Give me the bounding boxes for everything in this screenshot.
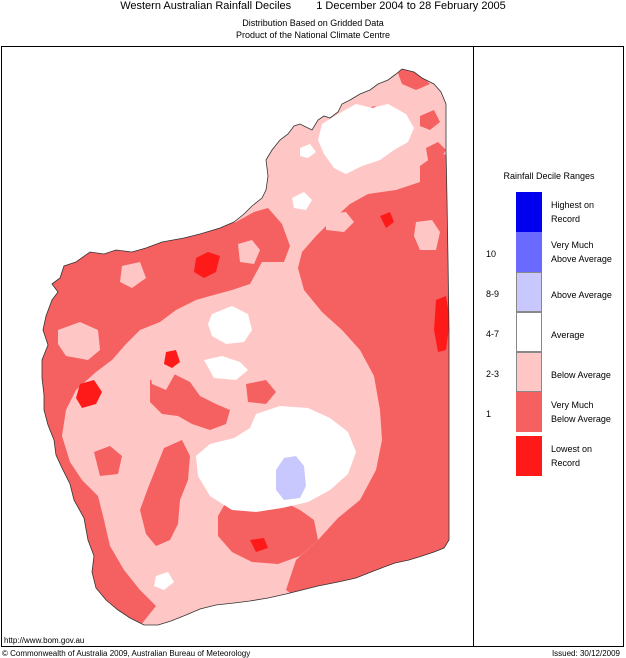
region-average-small-2 [204, 356, 248, 380]
region-below-island-3 [238, 240, 260, 264]
region-below-island-2 [148, 336, 180, 390]
footer-url: http://www.bom.gov.au [4, 636, 85, 645]
legend-range-4-7: 4-7 [486, 329, 500, 339]
legend-range-10: 10 [486, 249, 497, 259]
region-very-much-below-south-central [140, 440, 190, 546]
map-frame [1, 46, 624, 647]
legend-label-below-average: Below Average [551, 370, 611, 380]
region-lowest-record-6 [250, 538, 268, 552]
legend-label-very-much-above: Very Much Above Average [551, 240, 612, 264]
legend-swatch-average [516, 312, 542, 352]
region-below-island-4 [120, 262, 146, 288]
region-below-island-6 [326, 212, 354, 232]
legend-swatch-lowest-on-record [516, 436, 542, 476]
region-below-island-5 [414, 220, 440, 250]
region-very-much-below-north [396, 69, 430, 90]
legend-range-8-9: 8-9 [486, 289, 500, 299]
map-title-line: Western Australian Rainfall Deciles 1 De… [0, 0, 626, 13]
legend-label-lowest-on-record: Lowest on Record [551, 444, 593, 468]
region-below-island-1 [58, 322, 100, 360]
region-very-much-below-kimberley-east [426, 142, 446, 160]
region-very-much-below-east [286, 150, 449, 600]
region-very-much-below-midwest [94, 446, 122, 476]
legend-label-highest-on-record: Highest on Record [551, 200, 595, 224]
legend-label-above-average: Above Average [551, 290, 612, 300]
wa-coastline [41, 68, 450, 626]
legend-swatch-very-much-above [516, 232, 542, 272]
legend-swatch-above-average [516, 272, 542, 312]
map-title: Western Australian Rainfall Deciles [120, 0, 292, 12]
footer-copyright: © Commonwealth of Australia 2009, Austra… [2, 649, 251, 658]
region-very-much-below-west [42, 208, 290, 625]
region-lowest-record-1 [194, 252, 220, 278]
map-subtitle-distribution: Distribution Based on Gridded Data [242, 18, 384, 28]
region-average-small-1 [292, 192, 312, 210]
region-average-central [196, 406, 356, 512]
region-average-kimberley [318, 104, 414, 174]
map-period: 1 December 2004 to 28 February 2005 [316, 0, 506, 12]
legend-title: Rainfall Decile Ranges [503, 171, 595, 181]
region-lowest-record-4 [434, 296, 449, 352]
region-lowest-record-5 [380, 212, 394, 228]
region-lowest-record-2 [76, 380, 102, 408]
legend-label-very-much-below: Very Much Below Average [551, 400, 611, 424]
region-average-pilbara [208, 306, 252, 344]
region-very-much-below-central [150, 372, 230, 430]
region-very-much-below-kimberley-2 [420, 110, 440, 130]
legend-range-2-3: 2-3 [486, 369, 500, 379]
region-very-much-below-patch [246, 380, 276, 404]
legend-range-1: 1 [486, 409, 492, 419]
legend-swatch-below-average [516, 352, 542, 392]
region-above-average [276, 456, 306, 500]
footer-issued-date: Issued: 30/12/2009 [551, 649, 620, 658]
region-lowest-record-3 [164, 350, 180, 368]
region-very-much-below-goldfields [218, 496, 318, 564]
wa-landmass [42, 69, 449, 625]
region-average-small-4 [300, 144, 316, 158]
legend-divider [473, 46, 474, 647]
region-average-small-3 [154, 572, 174, 590]
map-subtitle-product: Product of the National Climate Centre [235, 30, 391, 40]
legend-label-average: Average [551, 330, 585, 340]
legend-swatch-very-much-below [516, 392, 542, 432]
legend-swatch-highest-on-record [516, 192, 542, 232]
